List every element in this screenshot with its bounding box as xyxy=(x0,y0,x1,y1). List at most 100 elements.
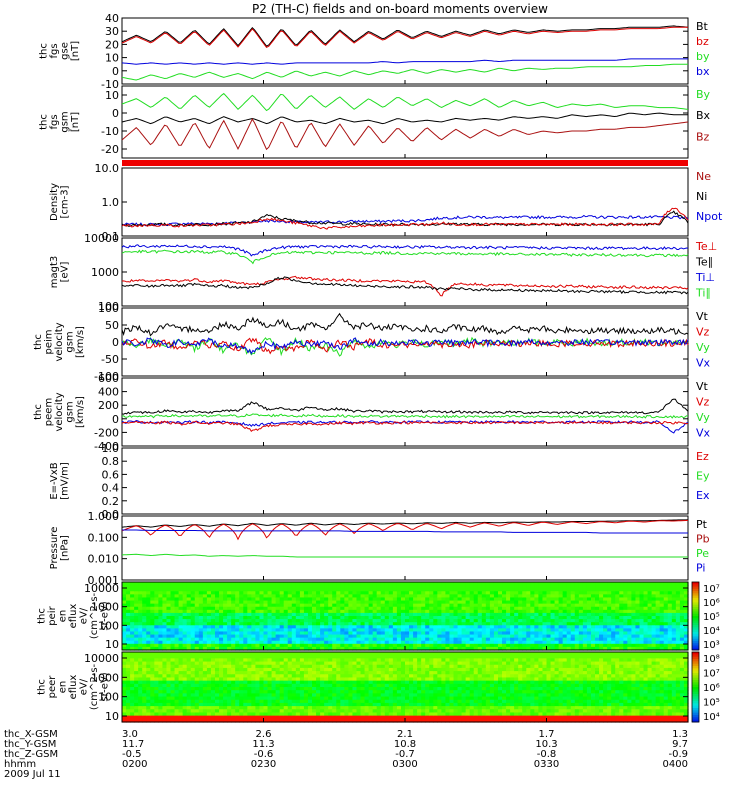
spectrogram-cell xyxy=(364,658,370,663)
spectrogram-cell xyxy=(186,637,192,642)
spectrogram-cell xyxy=(566,603,572,608)
spectrogram-cell xyxy=(671,646,677,651)
spectrogram-cell xyxy=(324,674,329,679)
spectrogram-cell xyxy=(158,699,164,704)
spectrogram-cell xyxy=(275,664,281,669)
spectrogram-cell xyxy=(574,631,580,636)
spectrogram-cell xyxy=(223,612,228,617)
spectrogram-cell xyxy=(623,606,628,611)
spectrogram-cell xyxy=(231,680,236,685)
spectrogram-cell xyxy=(623,619,628,623)
spectrogram-cell xyxy=(162,588,168,592)
spectrogram-cell xyxy=(146,622,151,626)
spectrogram-cell xyxy=(259,680,265,685)
spectrogram-cell xyxy=(590,616,596,620)
spectrogram-cell xyxy=(150,606,155,611)
spectrogram-cell xyxy=(384,628,390,633)
spectrogram-cell xyxy=(307,609,313,614)
spectrogram-cell xyxy=(530,594,535,599)
spectrogram-cell xyxy=(259,687,265,691)
spectrogram-cell xyxy=(481,616,487,620)
spectrogram-cell xyxy=(570,603,576,608)
spectrogram-cell xyxy=(384,622,390,626)
spectrogram-cell xyxy=(259,664,265,669)
spectrogram-cell xyxy=(542,640,548,645)
spectrogram-cell xyxy=(380,683,386,688)
spectrogram-cell xyxy=(380,631,386,636)
spectrogram-cell xyxy=(392,655,398,659)
spectrogram-cell xyxy=(514,640,519,645)
spectrogram-cell xyxy=(603,634,608,639)
spectrogram-cell xyxy=(332,585,337,589)
spectrogram-cell xyxy=(231,631,236,636)
spectrogram-cell xyxy=(178,715,184,720)
spectrogram-cell xyxy=(332,661,337,666)
spectrogram-cell xyxy=(364,628,370,633)
spectrogram-cell xyxy=(303,683,309,688)
spectrogram-cell xyxy=(295,677,301,682)
spectrogram-cell xyxy=(291,667,297,672)
spectrogram-cell xyxy=(502,597,507,602)
spectrogram-cell xyxy=(287,606,293,611)
spectrogram-cell xyxy=(263,687,269,691)
spectrogram-cell xyxy=(384,702,390,707)
spectrogram-cell xyxy=(146,715,151,720)
spectrogram-cell xyxy=(384,606,390,611)
spectrogram-cell xyxy=(243,582,248,586)
spectrogram-cell xyxy=(360,696,366,701)
spectrogram-cell xyxy=(178,588,184,592)
spectrogram-cell xyxy=(198,677,204,682)
spectrogram-cell xyxy=(178,591,184,595)
spectrogram-cell xyxy=(599,646,604,651)
spectrogram-cell xyxy=(510,588,515,592)
spectrogram-cell xyxy=(675,631,681,636)
spectrogram-cell xyxy=(336,588,341,592)
spectrogram-cell xyxy=(675,606,681,611)
spectrogram-cell xyxy=(150,661,155,666)
spectrogram-cell xyxy=(174,597,180,602)
spectrogram-cell xyxy=(457,597,463,602)
spectrogram-cell xyxy=(299,652,305,656)
spectrogram-cell xyxy=(299,640,305,645)
spectrogram-cell xyxy=(344,594,349,599)
spectrogram-cell xyxy=(320,619,325,623)
spectrogram-cell xyxy=(316,637,321,642)
spectrogram-cell xyxy=(429,619,434,623)
spectrogram-cell xyxy=(566,594,572,599)
spectrogram-cell xyxy=(562,643,568,648)
spectrogram-cell xyxy=(223,658,228,663)
spectrogram-cell xyxy=(344,609,349,614)
spectrogram-cell xyxy=(405,600,410,605)
spectrogram-cell xyxy=(263,680,269,685)
spectrogram-cell xyxy=(154,677,159,682)
spectrogram-cell xyxy=(231,661,236,666)
spectrogram-cell xyxy=(206,619,212,623)
spectrogram-cell xyxy=(651,643,657,648)
spectrogram-cell xyxy=(150,609,155,614)
spectrogram-cell xyxy=(336,677,341,682)
spectrogram-cells xyxy=(122,652,689,723)
spectrogram-cell xyxy=(502,625,507,629)
spectrogram-cell xyxy=(469,643,475,648)
spectrogram-cell xyxy=(206,712,212,717)
spectrogram-cell xyxy=(449,631,455,636)
spectrogram-cell xyxy=(558,609,564,614)
spectrogram-cell xyxy=(538,606,544,611)
spectrogram-cell xyxy=(635,640,641,645)
spectrogram-cell xyxy=(295,696,301,701)
spectrogram-cell xyxy=(283,655,289,659)
spectrogram-cell xyxy=(590,646,596,651)
spectrogram-cell xyxy=(384,637,390,642)
spectrogram-cell xyxy=(396,637,402,642)
spectrogram-cell xyxy=(231,606,236,611)
spectrogram-cell xyxy=(485,612,491,617)
spectrogram-cell xyxy=(352,696,358,701)
spectrogram-cell xyxy=(409,664,414,669)
spectrogram-cell xyxy=(364,680,370,685)
spectrogram-cell xyxy=(303,609,309,614)
y-axis-title-line: Density xyxy=(49,183,60,221)
spectrogram-cell xyxy=(190,664,196,669)
spectrogram-cell xyxy=(477,628,483,633)
spectrogram-cell xyxy=(214,625,220,629)
spectrogram-cell xyxy=(251,709,257,714)
